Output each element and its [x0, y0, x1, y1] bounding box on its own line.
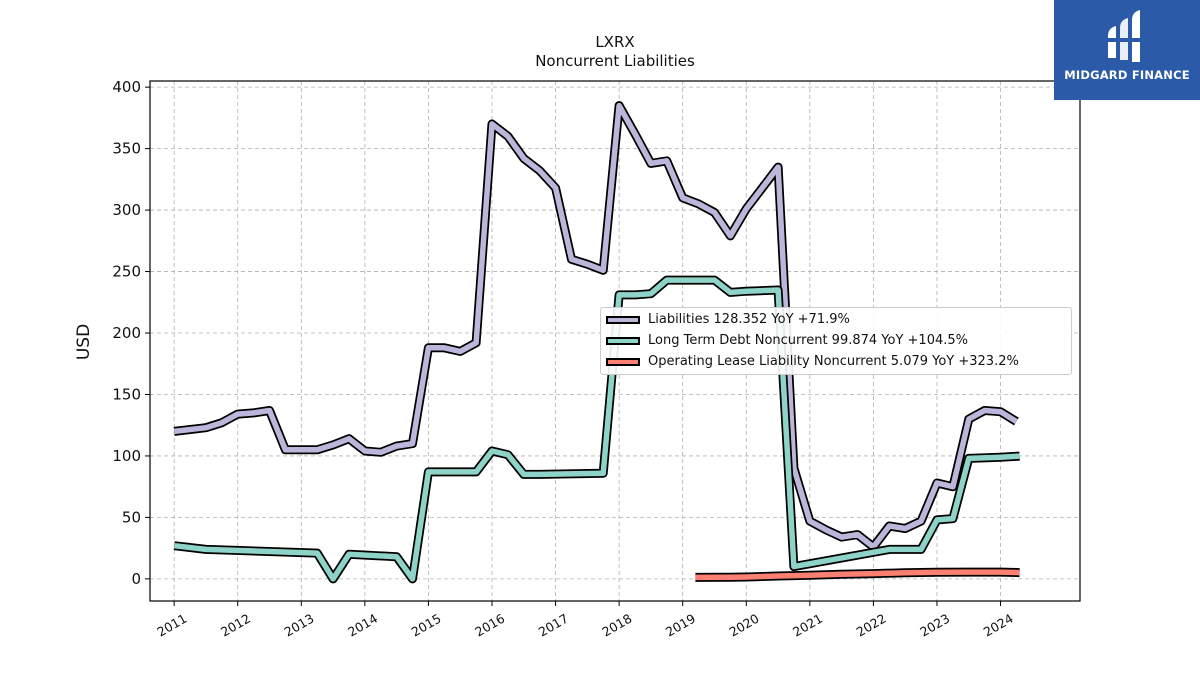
x-tick-label: 2014 [345, 611, 380, 640]
y-tick-label: 300 [112, 201, 141, 219]
y-tick-label: 350 [112, 140, 141, 158]
series-line-0 [173, 102, 1018, 550]
x-tick-label: 2024 [981, 611, 1016, 640]
series-line-1 [173, 277, 1020, 582]
legend-item-long-term-debt: Long Term Debt Noncurrent 99.874 YoY +10… [601, 331, 1071, 351]
y-axis-label: USD [74, 323, 94, 361]
legend-swatch-liabilities [606, 316, 640, 324]
x-tick-label: 2022 [854, 611, 889, 640]
midgard-logo-icon [1106, 10, 1144, 62]
x-tick-label: 2016 [472, 611, 507, 640]
x-tick-label: 2017 [536, 611, 571, 640]
y-tick-label: 250 [112, 263, 141, 281]
y-tick-label: 100 [112, 447, 141, 465]
series-line-2 [695, 569, 1020, 581]
legend-swatch-operating-lease [606, 358, 640, 366]
x-tick-label: 2011 [154, 611, 189, 640]
y-tick-label: 400 [112, 78, 141, 96]
legend-item-liabilities: Liabilities 128.352 YoY +71.9% [601, 310, 1071, 330]
x-tick-label: 2021 [790, 611, 825, 640]
legend-label-operating-lease: Operating Lease Liability Noncurrent 5.0… [648, 354, 1019, 369]
plot-area-frame [149, 80, 1081, 602]
x-tick-label: 2019 [663, 611, 698, 640]
x-tick-label: 2023 [917, 611, 952, 640]
y-tick-label: 200 [112, 324, 141, 342]
x-tick-label: 2015 [409, 611, 444, 640]
brand-logo: MIDGARD FINANCE [1054, 0, 1200, 100]
x-tick-label: 2013 [282, 611, 317, 640]
legend-swatch-long-term-debt [606, 337, 640, 345]
chart-subtitle: Noncurrent Liabilities [535, 52, 695, 70]
x-tick-label: 2018 [599, 611, 634, 640]
x-tick-label: 2020 [726, 611, 761, 640]
legend-label-liabilities: Liabilities 128.352 YoY +71.9% [648, 312, 850, 327]
series-lines [173, 101, 1020, 584]
y-tick-label: 0 [131, 570, 141, 588]
x-tick-label: 2012 [218, 611, 253, 640]
brand-name: MIDGARD FINANCE [1064, 68, 1190, 82]
y-tick-label: 50 [122, 508, 141, 526]
legend: Liabilities 128.352 YoY +71.9% Long Term… [600, 307, 1072, 375]
y-tick-label: 150 [112, 385, 141, 403]
chart-title: LXRX [595, 33, 635, 51]
legend-item-operating-lease: Operating Lease Liability Noncurrent 5.0… [601, 352, 1071, 372]
legend-label-long-term-debt: Long Term Debt Noncurrent 99.874 YoY +10… [648, 333, 968, 348]
